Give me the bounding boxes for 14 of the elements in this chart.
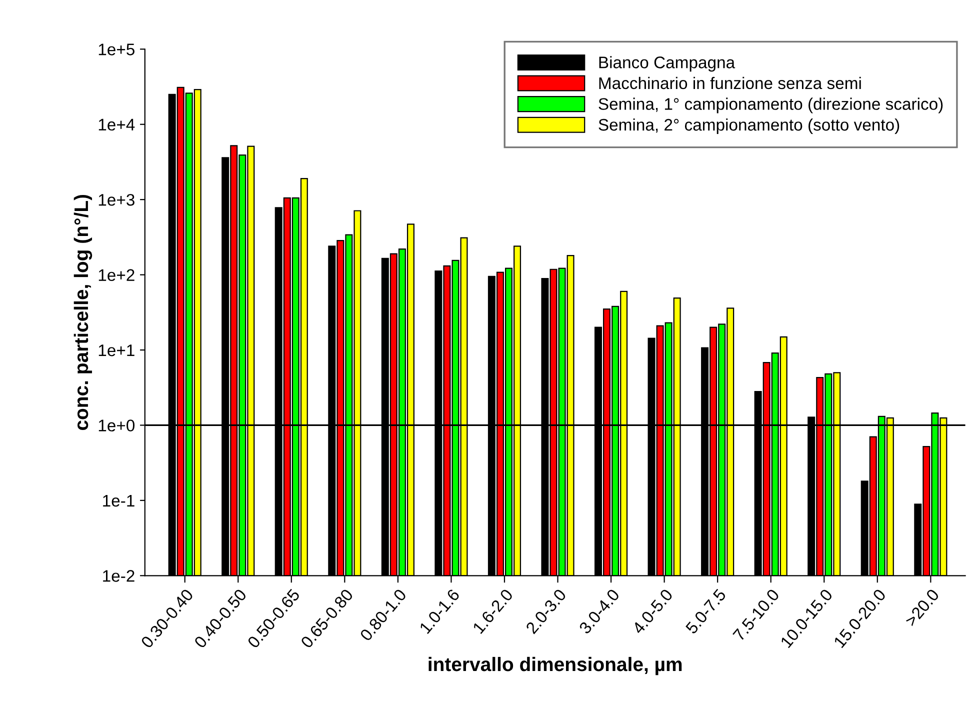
y-tick-label: 1e+4 <box>98 118 135 131</box>
y-tick-label: 1e-1 <box>103 495 134 507</box>
legend-label: Macchinario in funzione senza semi <box>599 76 861 90</box>
y-tick-label: 1e+2 <box>98 269 134 281</box>
y-tick-label: 1e+3 <box>98 194 134 206</box>
x-axis-title: intervallo dimensionale, µm <box>428 656 682 676</box>
y-tick-label: 1e+5 <box>98 44 134 56</box>
legend-label: Bianco Campagna <box>599 56 736 72</box>
y-tick-label: 1e-2 <box>103 570 134 582</box>
legend-label: Semina, 1° campionamento (direzione scarico) <box>598 98 943 114</box>
legend-label: Semina, 2° campionamento (sotto vento) <box>598 118 900 134</box>
y-tick-label: 1e+0 <box>98 420 135 432</box>
y-axis-title: conc. particelle, log (n°/L) <box>74 194 92 430</box>
y-tick-label: 1e+1 <box>98 344 134 356</box>
